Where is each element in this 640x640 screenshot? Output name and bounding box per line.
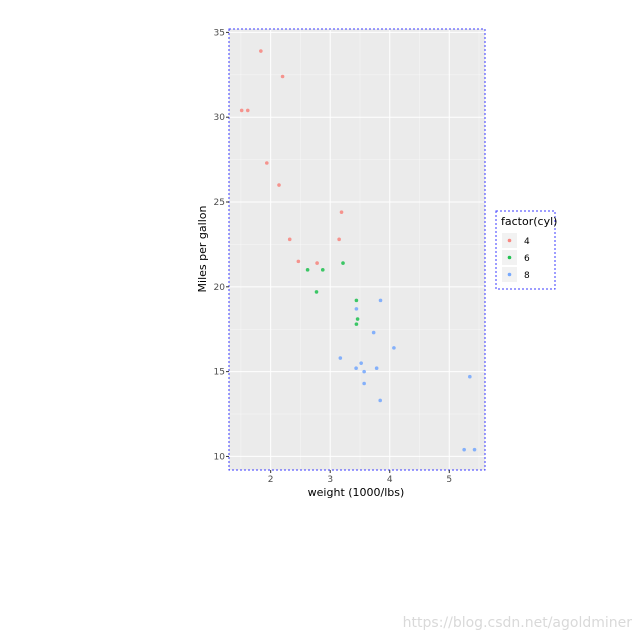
plot-panel-outline <box>228 28 486 471</box>
x-tick-label: 2 <box>268 475 274 485</box>
x-axis: 2 3 4 5 <box>268 470 452 485</box>
data-point-cyl-4 <box>315 261 319 265</box>
x-tick-label: 4 <box>387 475 393 485</box>
data-point-cyl-6 <box>305 268 310 272</box>
y-axis-title: Miles per gallon <box>196 206 209 293</box>
data-points <box>239 49 477 452</box>
data-point-cyl-4 <box>287 237 292 242</box>
y-tick-label: 10 <box>214 452 226 462</box>
data-point-cyl-8 <box>359 361 363 365</box>
data-point-cyl-8 <box>338 356 343 360</box>
y-tick-label: 15 <box>214 368 225 378</box>
legend-label-cyl-8: 8 <box>524 271 530 281</box>
legend-outline <box>495 210 556 290</box>
data-point-cyl-4 <box>239 108 244 113</box>
data-point-cyl-4 <box>339 210 344 214</box>
data-point-cyl-4 <box>245 108 250 113</box>
data-point-cyl-8 <box>354 366 358 371</box>
y-tick-label: 30 <box>214 113 226 123</box>
plot-panel <box>228 28 486 471</box>
data-point-cyl-6 <box>354 298 359 303</box>
legend-label-cyl-4: 4 <box>524 237 530 247</box>
data-point-cyl-6 <box>314 290 319 294</box>
legend-title: factor(cyl) <box>501 215 557 228</box>
data-point-cyl-4 <box>259 49 263 53</box>
legend-key-marker-cyl-6 <box>507 255 512 260</box>
data-point-cyl-8 <box>462 447 466 452</box>
data-point-cyl-8 <box>378 398 383 403</box>
data-point-cyl-4 <box>296 259 301 264</box>
data-point-cyl-6 <box>355 317 360 321</box>
watermark-text: https://blog.csdn.net/agoldminer <box>403 615 633 631</box>
x-axis-title: weight (1000/lbs) <box>308 486 405 499</box>
data-point-cyl-6 <box>354 322 359 326</box>
data-point-cyl-8 <box>468 374 472 379</box>
y-tick-label: 20 <box>214 283 226 293</box>
data-point-cyl-8 <box>392 346 396 350</box>
legend-keys: 4 6 8 <box>502 233 530 282</box>
y-tick-label: 25 <box>214 198 225 208</box>
y-axis: 10 15 20 25 30 35 <box>214 28 229 462</box>
x-tick-label: 3 <box>327 475 333 485</box>
data-point-cyl-4 <box>265 161 269 165</box>
data-point-cyl-8 <box>362 369 366 374</box>
plot-panel-background <box>229 29 485 470</box>
y-tick-label: 35 <box>214 28 225 38</box>
legend-label-cyl-6: 6 <box>524 254 530 264</box>
data-point-cyl-4 <box>277 183 281 187</box>
legend-key-marker-cyl-8 <box>507 272 512 277</box>
data-point-cyl-8 <box>374 366 379 371</box>
data-point-cyl-6 <box>320 268 325 272</box>
data-point-cyl-8 <box>472 447 477 452</box>
data-point-cyl-4 <box>280 74 285 79</box>
data-point-cyl-8 <box>378 298 383 303</box>
data-point-cyl-8 <box>371 330 376 335</box>
data-point-cyl-6 <box>341 261 345 265</box>
legend-key-marker-cyl-4 <box>507 238 512 243</box>
data-point-cyl-8 <box>354 307 359 311</box>
legend: factor(cyl) 4 6 8 <box>495 210 557 290</box>
data-point-cyl-8 <box>362 381 366 386</box>
data-point-cyl-4 <box>337 237 341 242</box>
x-tick-label: 5 <box>446 475 452 485</box>
